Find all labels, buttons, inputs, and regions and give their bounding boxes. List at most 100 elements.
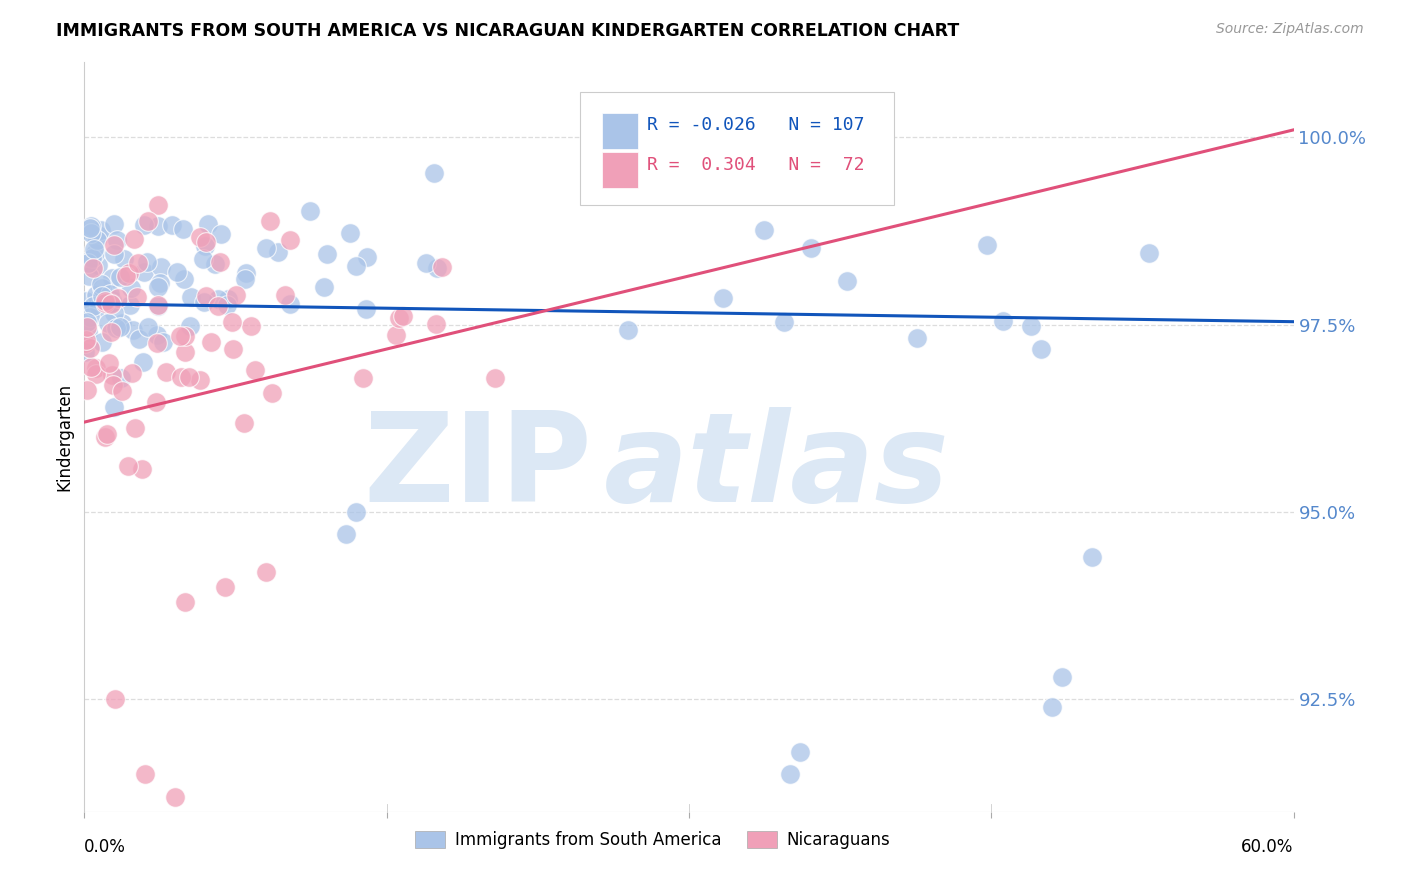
Point	[108, 270, 131, 285]
Point	[221, 315, 243, 329]
Point	[711, 291, 734, 305]
Point	[94, 430, 117, 444]
Point	[254, 565, 277, 579]
Point	[145, 335, 167, 350]
Point	[146, 280, 169, 294]
Point	[121, 366, 143, 380]
Point	[193, 252, 215, 267]
Point	[132, 218, 155, 232]
Point	[170, 370, 193, 384]
Point	[79, 342, 101, 356]
Point	[1050, 670, 1073, 684]
Point	[100, 296, 122, 310]
Text: Source: ZipAtlas.com: Source: ZipAtlas.com	[1216, 22, 1364, 37]
Point	[96, 426, 118, 441]
Point	[392, 309, 415, 323]
Point	[83, 245, 105, 260]
Point	[197, 217, 219, 231]
Point	[278, 296, 301, 310]
Text: IMMIGRANTS FROM SOUTH AMERICA VS NICARAGUAN KINDERGARTEN CORRELATION CHART: IMMIGRANTS FROM SOUTH AMERICA VS NICARAG…	[56, 22, 959, 40]
Point	[415, 256, 437, 270]
Point	[194, 238, 217, 252]
Point	[108, 320, 131, 334]
Point	[80, 251, 103, 265]
Point	[90, 277, 112, 291]
Point	[101, 293, 124, 308]
Point	[194, 235, 217, 249]
Point	[90, 223, 112, 237]
Point	[97, 316, 120, 330]
Point	[193, 294, 215, 309]
Point	[131, 462, 153, 476]
FancyBboxPatch shape	[602, 112, 638, 149]
Point	[79, 310, 101, 324]
Point	[91, 281, 114, 295]
Point	[789, 745, 811, 759]
Legend: Immigrants from South America, Nicaraguans: Immigrants from South America, Nicaragua…	[408, 824, 897, 855]
Point	[79, 219, 101, 233]
Text: R =  0.304   N =  72: R = 0.304 N = 72	[647, 156, 865, 174]
Text: atlas: atlas	[605, 407, 950, 527]
Point	[89, 300, 111, 314]
Point	[91, 335, 114, 350]
Point	[233, 272, 256, 286]
Point	[86, 287, 108, 301]
Y-axis label: Kindergarten: Kindergarten	[55, 383, 73, 491]
Point	[98, 356, 121, 370]
Point	[173, 272, 195, 286]
Point	[103, 238, 125, 252]
Point	[316, 247, 339, 261]
Point	[273, 288, 295, 302]
Point	[217, 292, 239, 306]
Point	[117, 459, 139, 474]
Point	[82, 299, 104, 313]
Point	[430, 260, 453, 274]
Point	[117, 266, 139, 280]
Point	[86, 233, 108, 247]
Point	[82, 260, 104, 275]
Point	[352, 371, 374, 385]
Point	[100, 325, 122, 339]
Point	[1040, 699, 1063, 714]
Point	[76, 319, 98, 334]
Point	[149, 260, 172, 274]
Point	[134, 265, 156, 279]
Point	[76, 383, 98, 397]
Point	[87, 228, 110, 243]
Point	[145, 395, 167, 409]
Point	[77, 256, 100, 270]
Point	[110, 371, 132, 385]
Point	[173, 345, 195, 359]
Point	[1137, 245, 1160, 260]
Point	[425, 317, 447, 331]
Point	[111, 384, 134, 398]
Point	[166, 265, 188, 279]
Point	[991, 314, 1014, 328]
Point	[79, 226, 101, 240]
Point	[84, 367, 107, 381]
Point	[104, 692, 127, 706]
Point	[214, 580, 236, 594]
Point	[200, 334, 222, 349]
Point	[105, 321, 128, 335]
Point	[105, 233, 128, 247]
Point	[344, 259, 367, 273]
Point	[155, 365, 177, 379]
Point	[267, 245, 290, 260]
Point	[209, 227, 232, 241]
Point	[188, 230, 211, 244]
Point	[346, 505, 368, 519]
Point	[384, 328, 406, 343]
Text: R = -0.026   N = 107: R = -0.026 N = 107	[647, 116, 865, 135]
FancyBboxPatch shape	[581, 93, 894, 205]
Point	[388, 311, 411, 326]
Point	[152, 334, 174, 349]
Point	[79, 220, 101, 235]
Point	[122, 232, 145, 246]
Point	[278, 233, 301, 247]
Point	[84, 360, 107, 375]
Point	[1029, 342, 1052, 356]
Point	[103, 400, 125, 414]
Point	[339, 226, 361, 240]
Point	[73, 345, 96, 359]
